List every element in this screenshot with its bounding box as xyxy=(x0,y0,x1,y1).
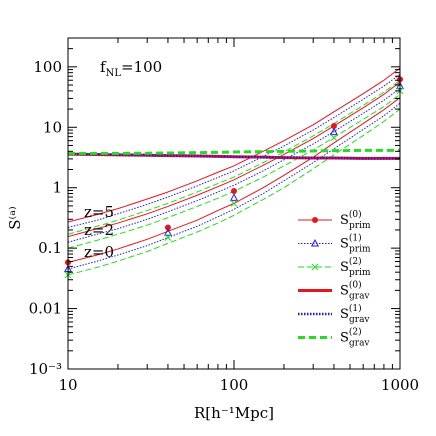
marker-triangle xyxy=(229,193,239,201)
redshift-label-z5: z=5 xyxy=(84,203,114,221)
legend-label-p1: S(1) prim xyxy=(340,233,371,255)
marker-triangle xyxy=(163,228,172,236)
series-line xyxy=(68,79,400,235)
marker-cross xyxy=(164,234,172,241)
redshift-label-z0: z=0 xyxy=(84,243,114,261)
y-tick-label: 0.1 xyxy=(38,239,62,257)
legend-label-p0: S(0) prim xyxy=(340,209,371,231)
y-tick-label: 1 xyxy=(52,179,62,197)
marker-cross xyxy=(311,263,319,271)
marker-dot xyxy=(231,188,237,195)
legend-label-g0: S(0) grav xyxy=(340,280,370,302)
marker-dot xyxy=(164,224,171,231)
legend-label-p2: S(2) prim xyxy=(340,256,371,278)
marker-triangle xyxy=(310,238,320,247)
series-line xyxy=(68,67,400,223)
series-line xyxy=(68,108,400,276)
redshift-label-z2: z=2 xyxy=(84,221,114,239)
legend-label-g2: S(2) grav xyxy=(340,327,370,349)
marker-cross xyxy=(330,134,338,142)
marker-triangle xyxy=(329,127,338,136)
fnl-annotation: fNL=100 xyxy=(100,58,162,79)
marker-dot xyxy=(330,122,337,129)
axis-layer: 10 100 1000 10⁻³ 0.01 0.1 1 10 100 xyxy=(29,37,419,394)
series-line xyxy=(68,152,400,160)
series-line xyxy=(68,81,400,238)
y-tick-label: 0.01 xyxy=(29,300,62,318)
marker-cross xyxy=(230,200,238,207)
plot-frame xyxy=(67,37,401,370)
y-tick-label: 10 xyxy=(43,118,62,136)
series-layer xyxy=(68,67,400,276)
y-tick-label: 10⁻³ xyxy=(29,360,62,378)
y-axis-title: S⁽ᵃ⁾ xyxy=(6,206,24,229)
marker-dot xyxy=(312,217,318,223)
series-line xyxy=(68,148,400,155)
x-tick-label: 100 xyxy=(220,376,249,394)
x-axis-title: R[h⁻¹Mpc] xyxy=(194,404,274,422)
x-tick-label: 1000 xyxy=(381,376,419,394)
legend-label-g1: S(1) grav xyxy=(340,303,370,325)
x-tick-label: 10 xyxy=(58,376,77,394)
y-tick-label: 100 xyxy=(33,58,62,76)
series-line xyxy=(68,87,400,243)
